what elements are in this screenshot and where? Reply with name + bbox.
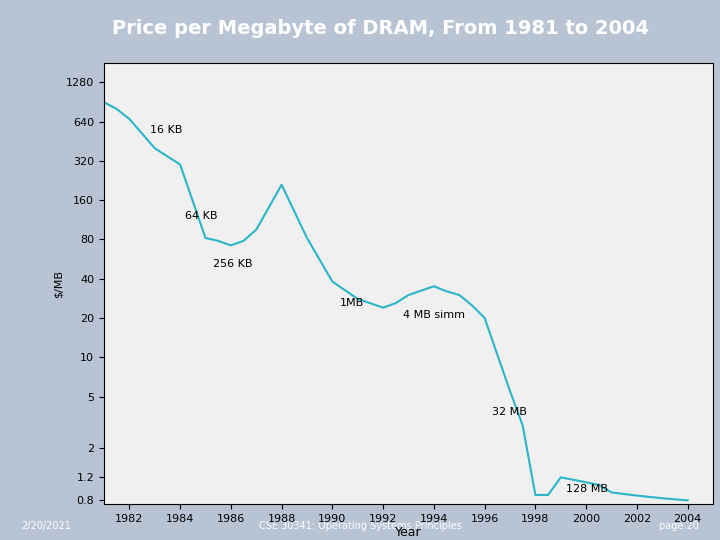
Text: 16 KB: 16 KB: [150, 125, 182, 135]
Text: CSE 30341: Operating Systems Principles: CSE 30341: Operating Systems Principles: [258, 521, 462, 531]
Text: 4 MB simm: 4 MB simm: [403, 310, 465, 320]
X-axis label: Year: Year: [395, 526, 422, 539]
Text: page 20: page 20: [659, 521, 698, 531]
Y-axis label: $/MB: $/MB: [53, 269, 63, 298]
Text: 512 MB: 512 MB: [0, 539, 1, 540]
Text: 1MB: 1MB: [340, 298, 364, 308]
Text: Price per Megabyte of DRAM, From 1981 to 2004: Price per Megabyte of DRAM, From 1981 to…: [112, 19, 649, 38]
Text: 2/20/2021: 2/20/2021: [22, 521, 71, 531]
Text: 128 MB: 128 MB: [566, 484, 608, 494]
Text: 32 MB: 32 MB: [492, 407, 527, 417]
Text: 256 KB: 256 KB: [213, 259, 253, 269]
Text: 64 KB: 64 KB: [185, 212, 217, 221]
